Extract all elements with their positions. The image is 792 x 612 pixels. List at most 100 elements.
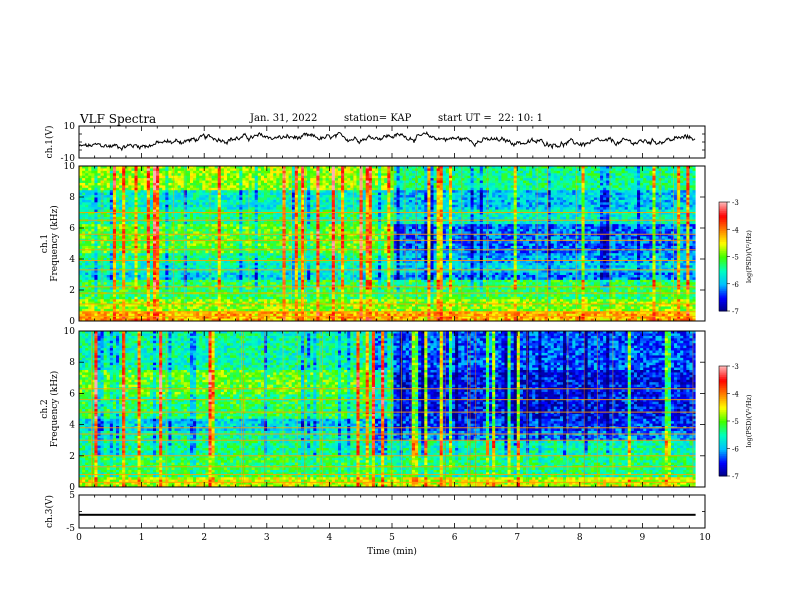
- ch1-spec-cell: [82, 256, 85, 259]
- ch1-spec-cell: [85, 197, 88, 200]
- ch1-spec-cell: [138, 188, 141, 191]
- ch1-spec-cell: [128, 202, 131, 205]
- ch1-spec-cell: [162, 168, 165, 171]
- ch1-spec-cell: [150, 214, 153, 217]
- ch1-spec-cell: [88, 217, 91, 220]
- ch1-spec-cell: [138, 251, 141, 254]
- ch1-spec-cell: [156, 282, 159, 285]
- ch1-spec-cell: [79, 270, 82, 273]
- ch1-spec-cell: [147, 178, 150, 181]
- ch1-spec-cell: [122, 273, 125, 276]
- ch1-spec-cell: [107, 306, 110, 309]
- ch1-spec-cell: [134, 282, 137, 285]
- ch1-spec-cell: [119, 306, 122, 309]
- ch1-spec-cell: [98, 202, 101, 205]
- ch1-spec-cell: [88, 246, 91, 249]
- ch1-spec-cell: [168, 210, 171, 213]
- ch1-spec-cell: [156, 253, 159, 256]
- ch1-spec-cell: [88, 193, 91, 196]
- ch1-spec-cell: [116, 275, 119, 278]
- ch1-spec-cell: [125, 256, 128, 259]
- ch1-spec-cell: [128, 304, 131, 307]
- ch1-spec-cell: [125, 171, 128, 174]
- ch1-spec-cell: [153, 287, 156, 290]
- ch1-spec-cell: [125, 287, 128, 290]
- ch1-spec-cell: [159, 241, 162, 244]
- ch1-spec-cell: [131, 224, 134, 227]
- ch1-spec-cell: [98, 190, 101, 193]
- ch1-spec-cell: [150, 282, 153, 285]
- ch1-spec-cell: [79, 275, 82, 278]
- ch1-spec-cell: [159, 227, 162, 230]
- ch1-spec-cell: [116, 251, 119, 254]
- ch1-spec-cell: [128, 265, 131, 268]
- ch1-spec-cell: [82, 236, 85, 239]
- ch1-spec-cell: [122, 190, 125, 193]
- ch1-spec-cell: [168, 207, 171, 210]
- ch1-spec-cell: [168, 224, 171, 227]
- ch1-spec-cell: [107, 181, 110, 184]
- ch1-spec-cell: [107, 188, 110, 191]
- ch1-spec-cell: [150, 224, 153, 227]
- ch1-spec-cell: [153, 217, 156, 220]
- ch1-spec-cell: [150, 217, 153, 220]
- ch1-spec-cell: [147, 256, 150, 259]
- ch1-spec-cell: [147, 270, 150, 273]
- ch1-spec-cell: [104, 171, 107, 174]
- ch1-spec-cell: [94, 256, 97, 259]
- ch1-spec-cell: [85, 246, 88, 249]
- ch1-spec-cell: [168, 263, 171, 266]
- ch1-spec-cell: [147, 176, 150, 179]
- ch1-spec-cell: [116, 193, 119, 196]
- ch1-spec-cell: [94, 190, 97, 193]
- ch1-spec-cell: [110, 178, 113, 181]
- ch1-spec-cell: [153, 277, 156, 280]
- ch1-spec-cell: [88, 190, 91, 193]
- ch1-spec-cell: [113, 287, 116, 290]
- ch1-spec-cell: [94, 275, 97, 278]
- ch1-spec-cell: [168, 205, 171, 208]
- ch1-spec-cell: [144, 275, 147, 278]
- ch1-spec-cell: [94, 214, 97, 217]
- ch1-spec-cell: [141, 280, 144, 283]
- ch1-spec-cell: [79, 188, 82, 191]
- ch1-spec-cell: [153, 173, 156, 176]
- ch1-spec-cell: [79, 197, 82, 200]
- ch1-spec-cell: [128, 290, 131, 293]
- ch1-spec-cell: [165, 229, 168, 232]
- ch1-spec-cell: [138, 171, 141, 174]
- ch1-spec-cell: [113, 241, 116, 244]
- ch1-spec-cell: [165, 168, 168, 171]
- ch1-spec-cell: [98, 197, 101, 200]
- ch1-spec-cell: [88, 273, 91, 276]
- ch1-spec-cell: [159, 306, 162, 309]
- ch1-spec-cell: [91, 217, 94, 220]
- ch1-spec-cell: [153, 185, 156, 188]
- ch1-spec-cell: [168, 253, 171, 256]
- ch1-spec-cell: [165, 210, 168, 213]
- ch1-spec-cell: [91, 190, 94, 193]
- ch1-spec-cell: [110, 181, 113, 184]
- ch1-spec-cell: [141, 214, 144, 217]
- ch1-spec-cell: [168, 251, 171, 254]
- ch1-spec-cell: [107, 236, 110, 239]
- ch1-spec-cell: [131, 280, 134, 283]
- ch1-spec-cell: [131, 275, 134, 278]
- ch1-spec-cell: [94, 265, 97, 268]
- ch1-spec-cell: [134, 304, 137, 307]
- ch1-spec-cell: [116, 176, 119, 179]
- ch1-spec-cell: [79, 190, 82, 193]
- ch1-spec-cell: [85, 282, 88, 285]
- ch1-spec-cell: [147, 253, 150, 256]
- ch1-spec-cell: [88, 251, 91, 254]
- ch1-spec-cell: [168, 195, 171, 198]
- ch1-spec-cell: [98, 280, 101, 283]
- ch1-spec-cell: [156, 200, 159, 203]
- ch1-spec-cell: [147, 181, 150, 184]
- ch1-spec-cell: [88, 200, 91, 203]
- ch1-spec-cell: [141, 178, 144, 181]
- ch1-spec-cell: [156, 251, 159, 254]
- ch1-spec-cell: [147, 236, 150, 239]
- ch1-spec-cell: [131, 188, 134, 191]
- ch1-spec-cell: [116, 256, 119, 259]
